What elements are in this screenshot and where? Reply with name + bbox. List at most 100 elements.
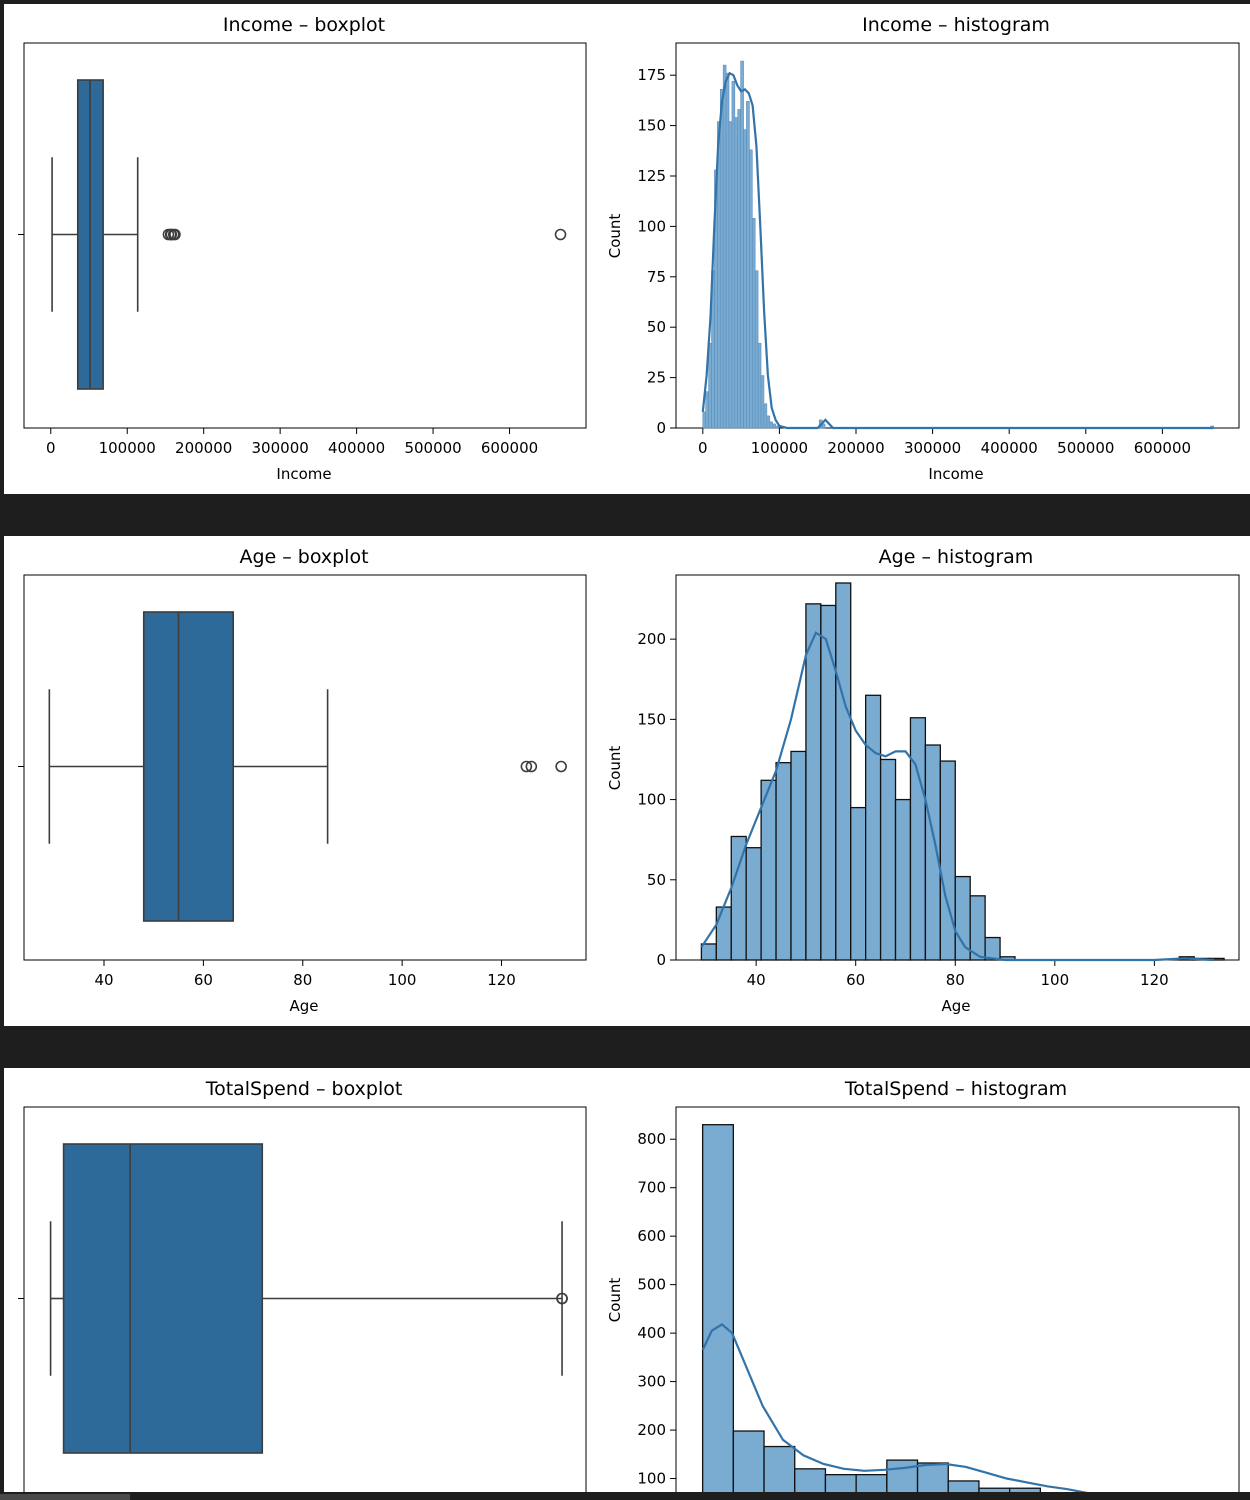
plot-frame [23,42,587,429]
histogram-bar [1009,1487,1042,1492]
histogram-bar [722,64,727,429]
x-tick-label: 200000 [175,439,232,457]
outlier-point [169,228,181,241]
histogram-bar [763,403,768,429]
x-tick-label: 40 [747,971,766,989]
histogram-bar [924,744,941,961]
histogram-bar [728,121,733,429]
y-tick-label: 25 [647,369,666,387]
x-tick-label: 500000 [404,439,461,457]
histogram-bar [700,943,717,961]
x-tick-label: 600000 [481,439,538,457]
histogram-bar [731,80,736,429]
y-tick-label: 50 [647,871,666,889]
histogram-bar [746,101,750,429]
totalspend-row-svg: TotalSpend – boxplot TotalSpend – histog… [18,1078,1240,1492]
y-tick-label: 800 [637,1130,666,1148]
outlier-point [520,760,533,773]
kde-curve [700,631,1215,962]
age-histogram: 40 60 80 100 120 0 50 100 150 200 [637,582,1225,989]
x-tick-label: 0 [698,439,708,457]
plot-frame [23,574,587,961]
histogram-bar [954,875,971,961]
histogram-bar [805,603,822,961]
x-tick-label: 60 [194,971,213,989]
histogram-bar [763,1445,796,1492]
plot-frame [23,1106,587,1492]
x-tick-label: 60 [846,971,865,989]
outlier-point [556,1292,568,1305]
y-tick-label: 100 [637,791,666,809]
histogram-bar [732,1430,765,1492]
bottom-scrollbar-thumb[interactable] [0,1494,130,1500]
histogram-bar [737,109,741,429]
x-tick-label: 300000 [252,439,309,457]
histogram-bar [879,758,897,961]
x-tick-label: 100000 [751,439,808,457]
y-tick-label: 125 [637,167,666,185]
x-tick-label: 200000 [827,439,884,457]
age-panel: Age – boxplot 40 60 80 100 120 Age Age – his… [4,536,1250,1026]
x-tick-label: 120 [1140,971,1169,989]
x-tick-label: 80 [293,971,312,989]
y-tick-label: 50 [647,318,666,336]
histogram-bar [757,343,762,429]
y-tick-label: 150 [637,117,666,135]
x-axis-label: Age [941,997,970,1015]
histogram-bar [760,375,765,429]
outlier-point [555,760,567,773]
histogram-bar [708,343,712,429]
x-tick-label: 400000 [981,439,1038,457]
y-tick-label: 0 [656,419,666,437]
histogram-bar [984,936,1001,961]
chart-title: Age – histogram [879,546,1034,568]
x-tick-label: 80 [946,971,965,989]
x-tick-label: 100 [1040,971,1069,989]
totalspend-histogram: 0100200300400500600700800 [637,1124,1089,1492]
x-tick-label: 120 [487,971,516,989]
y-axis-label: Count [606,746,624,791]
x-tick-label: 100 [388,971,417,989]
y-tick-label: 500 [637,1276,666,1294]
bottom-scrollbar-track[interactable] [0,1492,1250,1500]
y-tick-label: 75 [647,268,666,286]
x-tick-label: 40 [94,971,113,989]
histogram-bar [766,415,771,429]
histogram-bar [775,762,792,961]
chart-title: TotalSpend – boxplot [205,1078,403,1100]
histogram-bar [794,1468,827,1492]
histogram-bar [734,117,739,429]
iqr-box [142,611,234,922]
histogram-bar [701,1124,734,1492]
totalspend-panel: TotalSpend – boxplot TotalSpend – histog… [4,1068,1250,1492]
histogram-bar [790,750,807,961]
x-tick-label: 600000 [1134,439,1191,457]
histogram-bar [886,1459,919,1492]
x-tick-label: 400000 [328,439,385,457]
histogram-bar [855,1474,888,1492]
histogram-bar [909,717,927,961]
y-axis-label: Count [606,1278,624,1323]
y-tick-label: 600 [637,1227,666,1245]
y-tick-label: 150 [637,710,666,728]
x-axis-label: Income [928,465,983,483]
histogram-bar [835,582,852,961]
histogram-bar [947,1480,980,1492]
histogram-bar [850,806,867,961]
chart-title: Age – boxplot [239,546,368,568]
y-tick-label: 200 [637,1421,666,1439]
histogram-bar [978,1487,1011,1492]
histogram-bar [760,779,777,961]
histogram-bar [751,218,756,429]
x-axis-label: Income [276,465,331,483]
y-tick-label: 175 [637,66,666,84]
histogram-bar [749,149,753,429]
age-boxplot: 40 60 80 100 120 [18,611,567,989]
histogram-bar [715,906,732,961]
histogram-bar [969,895,986,961]
y-tick-label: 100 [637,1470,666,1488]
histogram-bar [772,423,776,429]
histogram-bar [730,835,747,961]
plot-frame [675,1106,1240,1492]
histogram-bar [821,423,826,429]
